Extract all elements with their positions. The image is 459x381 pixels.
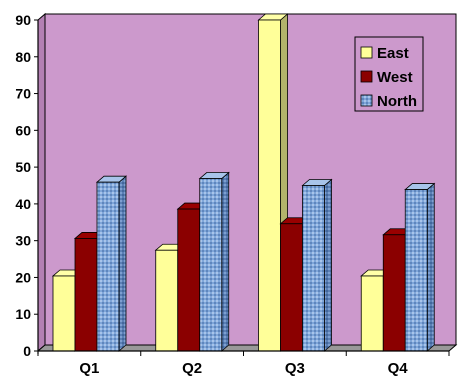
plot-side-wall <box>37 12 46 353</box>
legend-swatch-west <box>360 70 373 83</box>
bar-front-face <box>280 223 303 352</box>
legend: East West North <box>354 36 424 112</box>
bar-front-face <box>302 185 325 352</box>
y-tick-label: 20 <box>15 269 31 285</box>
bar-front-face <box>177 208 201 352</box>
legend-swatch-east <box>360 46 373 59</box>
bar-front-face <box>96 181 120 352</box>
x-tick-label-q4: Q4 <box>388 360 409 377</box>
y-tick-label: 70 <box>15 86 31 102</box>
legend-label-west: West <box>377 69 413 86</box>
y-axis: 0 10 20 30 40 50 60 70 80 90 <box>15 12 39 359</box>
bar-side-face <box>221 171 230 352</box>
x-axis: Q1 Q2 Q3 Q4 <box>37 350 450 377</box>
bar-front-face <box>74 238 98 352</box>
x-tick-label-q2: Q2 <box>182 360 202 377</box>
bar-north-q4 <box>404 182 436 352</box>
legend-entry-north: North <box>360 93 417 110</box>
y-tick-label: 80 <box>15 49 31 65</box>
legend-label-north: North <box>377 93 417 110</box>
bar-front-face <box>404 189 428 352</box>
y-tick-label: 10 <box>15 306 31 322</box>
bar-front-face <box>360 275 384 352</box>
bar-front-face <box>199 178 223 352</box>
y-tick-label: 0 <box>23 343 31 359</box>
legend-label-east: East <box>377 45 409 62</box>
y-tick-label: 90 <box>15 12 31 28</box>
bar-side-face <box>118 175 127 352</box>
y-tick-label: 40 <box>15 196 31 212</box>
bar-north-q3 <box>301 178 333 352</box>
legend-entry-east: East <box>360 45 409 62</box>
bar-front-face <box>52 275 76 352</box>
x-tick-label-q1: Q1 <box>79 360 99 377</box>
y-tick-label: 60 <box>15 122 31 138</box>
legend-entry-west: West <box>360 69 413 86</box>
bar-front-face <box>155 249 179 352</box>
bar-north-q2 <box>198 171 230 352</box>
legend-swatch-north <box>360 94 373 107</box>
bar-front-face <box>258 19 281 352</box>
bar-side-face <box>324 178 332 352</box>
bar-side-face <box>426 182 435 352</box>
y-tick-label: 50 <box>15 159 31 175</box>
bar-front-face <box>382 234 406 352</box>
bars <box>51 13 436 352</box>
bar-north-q1 <box>95 175 128 352</box>
x-tick-label-q3: Q3 <box>285 360 305 377</box>
y-tick-label: 30 <box>15 233 31 249</box>
